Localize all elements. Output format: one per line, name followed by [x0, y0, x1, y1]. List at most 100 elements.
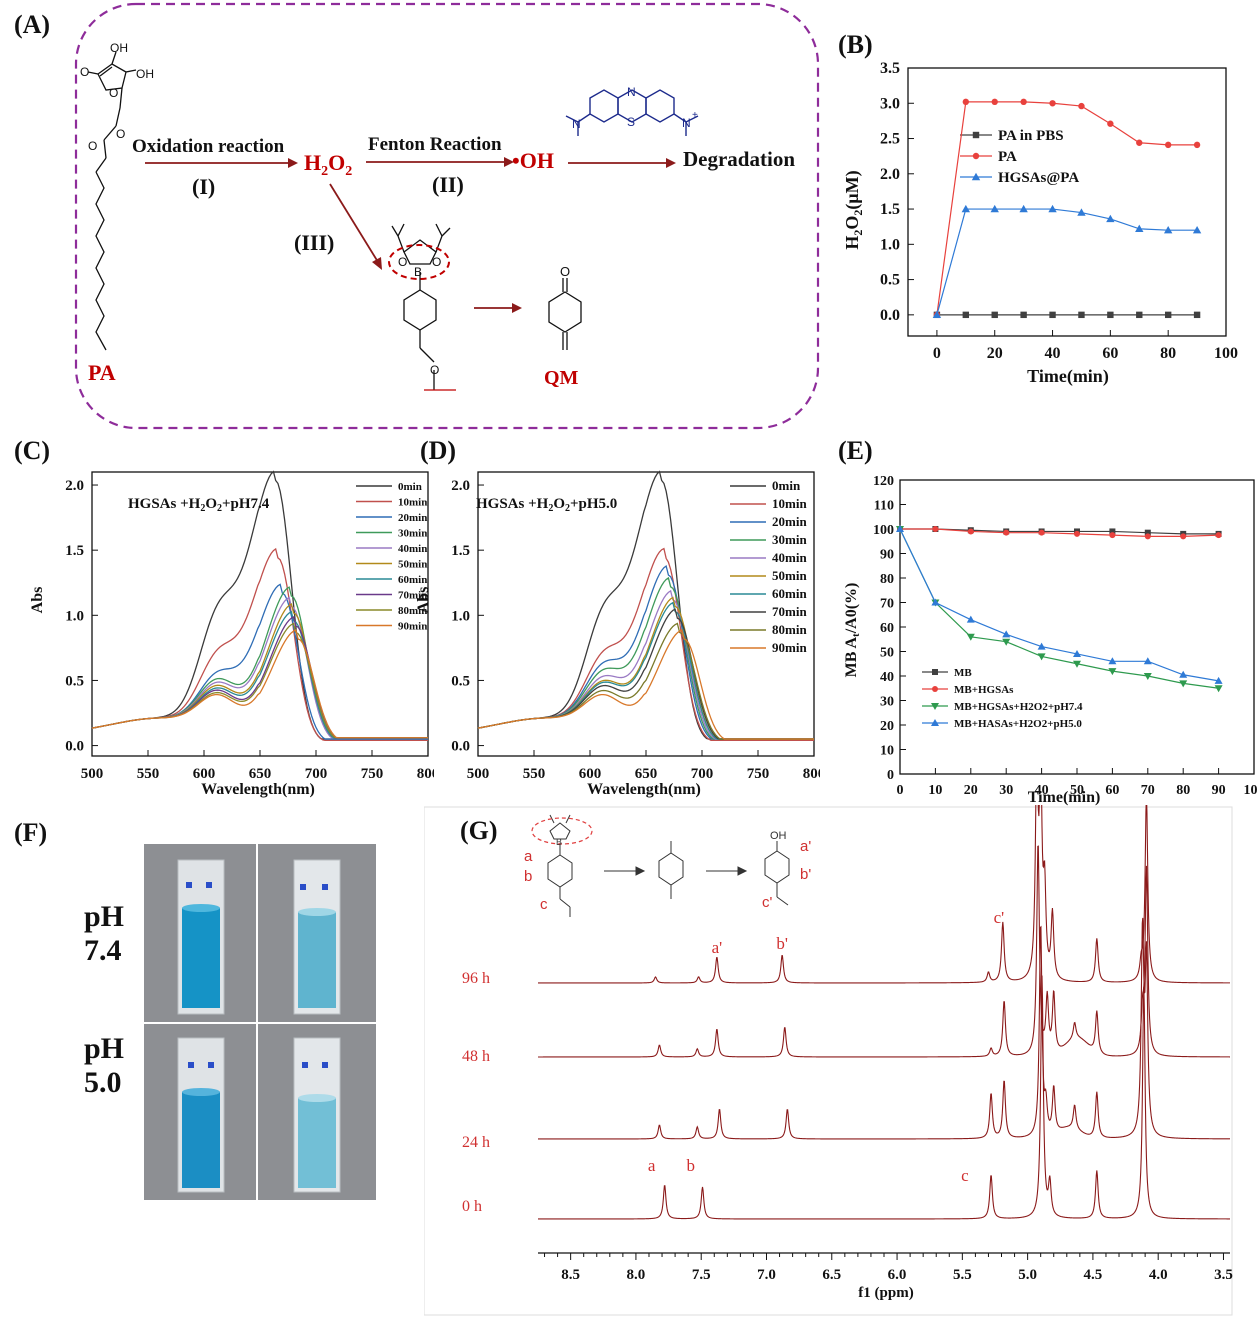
chart-c-xtick-label: 650: [249, 766, 272, 782]
chart-e-point: [1180, 533, 1187, 540]
chart-e-point: [1109, 532, 1116, 539]
chart-b-frame: [907, 67, 1227, 337]
chart-d-legend-label: 40min: [772, 550, 807, 565]
chart-c-frame: [91, 471, 429, 757]
chart-e-xtick-label: 60: [1105, 783, 1119, 798]
chart-b-ytick-label: 2.5: [880, 131, 900, 148]
chart-d-legend-label: 30min: [772, 532, 807, 547]
panel-label-e: (E): [838, 436, 873, 465]
chart-e-xtick-label: 50: [1070, 783, 1084, 798]
chart-b-legend-label: HGSAs@PA: [998, 170, 1079, 186]
boronate-atom-o1: O: [398, 255, 407, 269]
chart-b-xtick-label: 20: [987, 345, 1003, 362]
chart-c-legend-label: 60min: [398, 574, 427, 586]
inset-label-a: a: [524, 848, 533, 865]
chart-g-tick-label: 7.0: [757, 1267, 776, 1283]
chart-e-point: [1037, 653, 1046, 661]
boronate-atom-o3: O: [430, 363, 439, 377]
oh-radical-label: •OH: [512, 148, 554, 173]
chart-g-tick-label: 8.0: [627, 1267, 646, 1283]
chart-g-frame: [424, 806, 1233, 1316]
chart-e-point: [1074, 530, 1080, 537]
chart-g-tick-label: 5.5: [953, 1267, 972, 1283]
chart-c-xtick-label: 500: [81, 766, 104, 782]
chart-b-point: [1049, 100, 1056, 107]
chart-g-series-label: 96 h: [462, 970, 490, 987]
chart-b-point: [1135, 224, 1144, 232]
chart-c-ylabel: Abs: [29, 587, 46, 614]
chart-b-xtick-label: 40: [1045, 345, 1061, 362]
inset-label-c-prime: c': [762, 894, 773, 911]
chart-b-ytick-label: 0.5: [880, 272, 900, 289]
ph-label-7-4-line2: 7.4: [84, 934, 122, 967]
panel-label-f: (F): [14, 818, 48, 847]
chart-d-xtick-label: 650: [635, 766, 658, 782]
chart-b-point: [1020, 311, 1027, 319]
ph-label-5-0: pH 5.0: [84, 1032, 124, 1100]
chart-e-xlabel: Time(min): [1028, 789, 1101, 806]
photo-ph50-before: [144, 1024, 256, 1200]
chart-e-point: [1214, 685, 1223, 693]
chart-e-point: [1108, 657, 1117, 665]
chart-c-annotation: HGSAs +H2O2+pH7.4: [128, 496, 270, 514]
oxidation-label: Oxidation reaction: [132, 136, 285, 157]
chart-d: 500 550 600 650 700 750 800 0.0 0.5 1.0 1.5 2.0 0min…: [415, 470, 820, 798]
chart-e-point: [1143, 657, 1152, 665]
chart-e-point: [967, 528, 974, 535]
chart-g-series-label: 0 h: [462, 1198, 482, 1215]
chart-g-peak-label: a': [712, 938, 723, 957]
chart-c-xtick-label: 600: [193, 766, 216, 782]
chart-d-ytick-label: 0.0: [451, 739, 470, 755]
cuvette-photos: [144, 844, 376, 1200]
fenton-label: Fenton Reaction: [368, 134, 502, 155]
scheme-frame: [74, 2, 820, 430]
chart-b-point: [1163, 226, 1173, 234]
chart-e-point: [896, 525, 904, 532]
chart-g-series-label: 48 h: [462, 1048, 490, 1065]
chart-e-ylabel: MB At/A0(%): [843, 583, 862, 678]
ph-label-7-4-line1: pH: [84, 900, 125, 933]
chart-c-legend-label: 20min: [398, 512, 427, 524]
chart-e-ytick-label: 90: [880, 548, 894, 563]
chart-e-legend-label: MB+HGSAs: [954, 684, 1014, 696]
chart-b-point: [1192, 226, 1202, 234]
chart-d-ylabel: Abs: [415, 587, 432, 614]
ph-label-5-0-line2: 5.0: [84, 1066, 122, 1099]
photo-ph50-after: [258, 1024, 376, 1200]
chart-c-xtick-label: 800: [417, 766, 434, 782]
chart-e: 0 10 20 30 40 50 60 70 80 90 100 0 10 20 30 40 50 60 70 80 9…: [843, 474, 1258, 806]
chart-b-series-line: [936, 208, 1198, 316]
h2o2-label: H2O2: [304, 150, 352, 179]
step1-label: (I): [192, 174, 215, 199]
chart-b: 0 20 40 60 80 100 0.0 0.5 1.0 1.5 2.0 2.5 3.0 3.5 PA i…: [842, 60, 1238, 387]
reaction-scheme: OH OH O O O O PA Oxidation reaction (I) …: [74, 2, 820, 430]
panel-label-g: (G): [460, 816, 498, 845]
pa-label: PA: [88, 360, 116, 385]
chart-b-legend-label: PA: [998, 149, 1017, 165]
chart-e-series-line: [899, 528, 1219, 689]
chart-b-point: [1048, 204, 1057, 213]
chart-b-legend-marker: [971, 172, 981, 181]
boronate-probe-molecule: [391, 223, 456, 391]
chart-g-peak-label: b: [687, 1156, 696, 1175]
chart-b-point: [1136, 311, 1143, 319]
chart-b-series-line: [936, 101, 1198, 315]
boronate-highlight: [388, 244, 450, 280]
chart-c-series-line: [91, 596, 428, 739]
chart-d-legend-label: 70min: [772, 604, 807, 619]
chart-e-xtick-label: 0: [897, 783, 904, 798]
chart-e-ytick-label: 100: [873, 523, 894, 538]
chart-d-legend-label: 20min: [772, 514, 807, 529]
chart-e-point: [1073, 649, 1081, 657]
chart-e-legend-marker: [932, 669, 938, 675]
chart-b-legend-marker: [972, 152, 980, 160]
chart-c: 500 550 600 650 700 750 800 0.0 0.5 1.0 1.5 2.0 0min…: [29, 470, 434, 798]
chart-d-xtick-label: 800: [803, 766, 820, 782]
chart-c-ytick-label: 1.0: [65, 608, 84, 624]
chart-c-legend-label: 90min: [398, 621, 427, 633]
photo-ph74-before: [144, 844, 256, 1022]
chart-g-spectrum: [537, 805, 1231, 984]
pa-molecule: [87, 51, 137, 351]
chart-g-tick-label: 4.0: [1149, 1267, 1168, 1283]
chart-e-ytick-label: 0: [887, 768, 894, 783]
